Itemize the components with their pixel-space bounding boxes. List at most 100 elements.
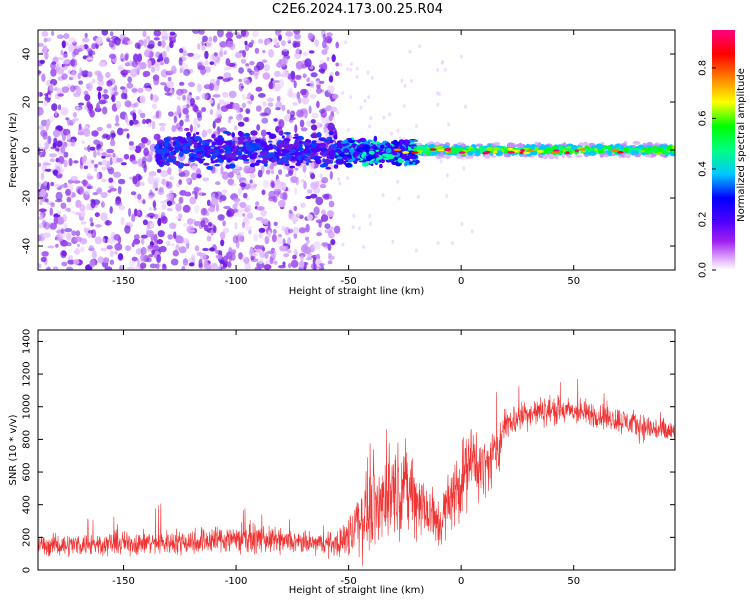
heatmap-cell [182,107,189,115]
heatmap-cell [78,123,82,130]
heatmap-cell [148,207,153,211]
heatmap-cell [257,258,264,265]
heatmap-cell [295,213,302,218]
heatmap-cell [98,61,106,68]
heatmap-cell [209,61,215,65]
heatmap-cell [110,31,114,37]
heatmap-cell [281,135,285,139]
heatmap-cell [414,248,418,253]
heatmap-cell [116,127,124,136]
heatmap-cell [351,143,357,148]
heatmap-cell [287,228,294,234]
heatmap-cell [137,175,143,181]
heatmap-cell [57,93,64,97]
heatmap-cell [321,176,329,184]
heatmap-cell [168,111,174,117]
heatmap-cell [156,168,162,173]
heatmap-cell [117,178,126,185]
snr-x-tick-label: -100 [225,576,248,587]
heatmap-cell [285,173,290,177]
heatmap-cell [301,156,305,161]
heatmap-cell [109,250,114,258]
heatmap-cell [97,256,104,264]
heatmap-cell [530,144,537,150]
heatmap-cell [294,124,298,134]
heatmap-cell [112,152,116,158]
heatmap-cell [61,40,66,49]
heatmap-cell [217,135,223,138]
heatmap-cell [89,110,95,118]
heatmap-cell [326,56,330,62]
heatmap-cell [238,252,243,260]
heatmap-cell [212,145,216,148]
heatmap-cell [241,93,246,100]
heatmap-cell [153,207,157,211]
heatmap-cell [65,188,71,196]
snr-x-axis-label: Height of straight line (km) [289,585,425,596]
snr-y-tick-label: 800 [22,430,33,449]
heatmap-cell [44,141,49,150]
heatmap-cell [222,220,226,227]
snr-y-tick-label: 600 [22,462,33,481]
heatmap-cell [272,80,276,84]
heatmap-cell [181,265,186,270]
heatmap-cell [220,155,227,160]
heatmap-cell [240,58,247,64]
heatmap-cell [303,180,307,190]
heatmap-cell [321,242,329,247]
heatmap-cell [262,49,266,54]
heatmap-cell [439,159,443,164]
heatmap-cell [211,133,216,139]
heatmap-cell [292,226,300,235]
heatmap-cell [281,50,285,56]
heatmap-cell [194,245,200,252]
heatmap-cell [282,245,289,252]
heatmap-cell [155,153,160,160]
heatmap-cell [296,155,303,161]
heatmap-cell [96,172,100,180]
heatmap-cell [241,155,248,160]
heatmap-x-tick-label: -150 [112,276,135,287]
heatmap-cell [240,30,247,37]
heatmap-cell [202,35,208,42]
heatmap-cell [216,30,224,38]
heatmap-cell [66,196,72,203]
heatmap-cell [57,57,65,61]
heatmap-cell [227,77,234,81]
heatmap-cell [293,42,301,48]
heatmap-x-axis-label: Height of straight line (km) [289,286,425,297]
heatmap-cell [614,145,619,148]
heatmap-cell [400,154,408,160]
heatmap-cell [536,150,545,153]
heatmap-cell [375,149,380,153]
heatmap-cell [189,140,195,145]
heatmap-cell [84,188,91,195]
heatmap-cell [624,153,631,159]
heatmap-cell [114,243,123,251]
heatmap-cell [391,239,395,244]
heatmap-cell [368,150,374,155]
heatmap-cell [78,102,85,106]
heatmap-cell [223,50,227,55]
heatmap-cell [262,218,270,226]
heatmap-cell [260,141,268,147]
heatmap-cell [182,258,189,266]
heatmap-cell [292,136,301,139]
heatmap-cell [257,93,266,98]
heatmap-cell [346,176,350,181]
heatmap-cell [359,137,367,142]
heatmap-cell [152,94,159,103]
heatmap-cell [218,197,223,203]
heatmap-cell [139,262,147,269]
heatmap-cell [58,155,65,165]
heatmap-cell [91,43,97,50]
heatmap-cell [63,33,70,40]
heatmap-cell [169,176,175,181]
heatmap-cell [310,173,316,180]
heatmap-cell [91,130,99,137]
heatmap-cell [163,148,170,153]
heatmap-cell [199,147,203,152]
heatmap-cell [409,78,413,83]
heatmap-cell [203,162,210,166]
heatmap-cell [349,95,353,100]
